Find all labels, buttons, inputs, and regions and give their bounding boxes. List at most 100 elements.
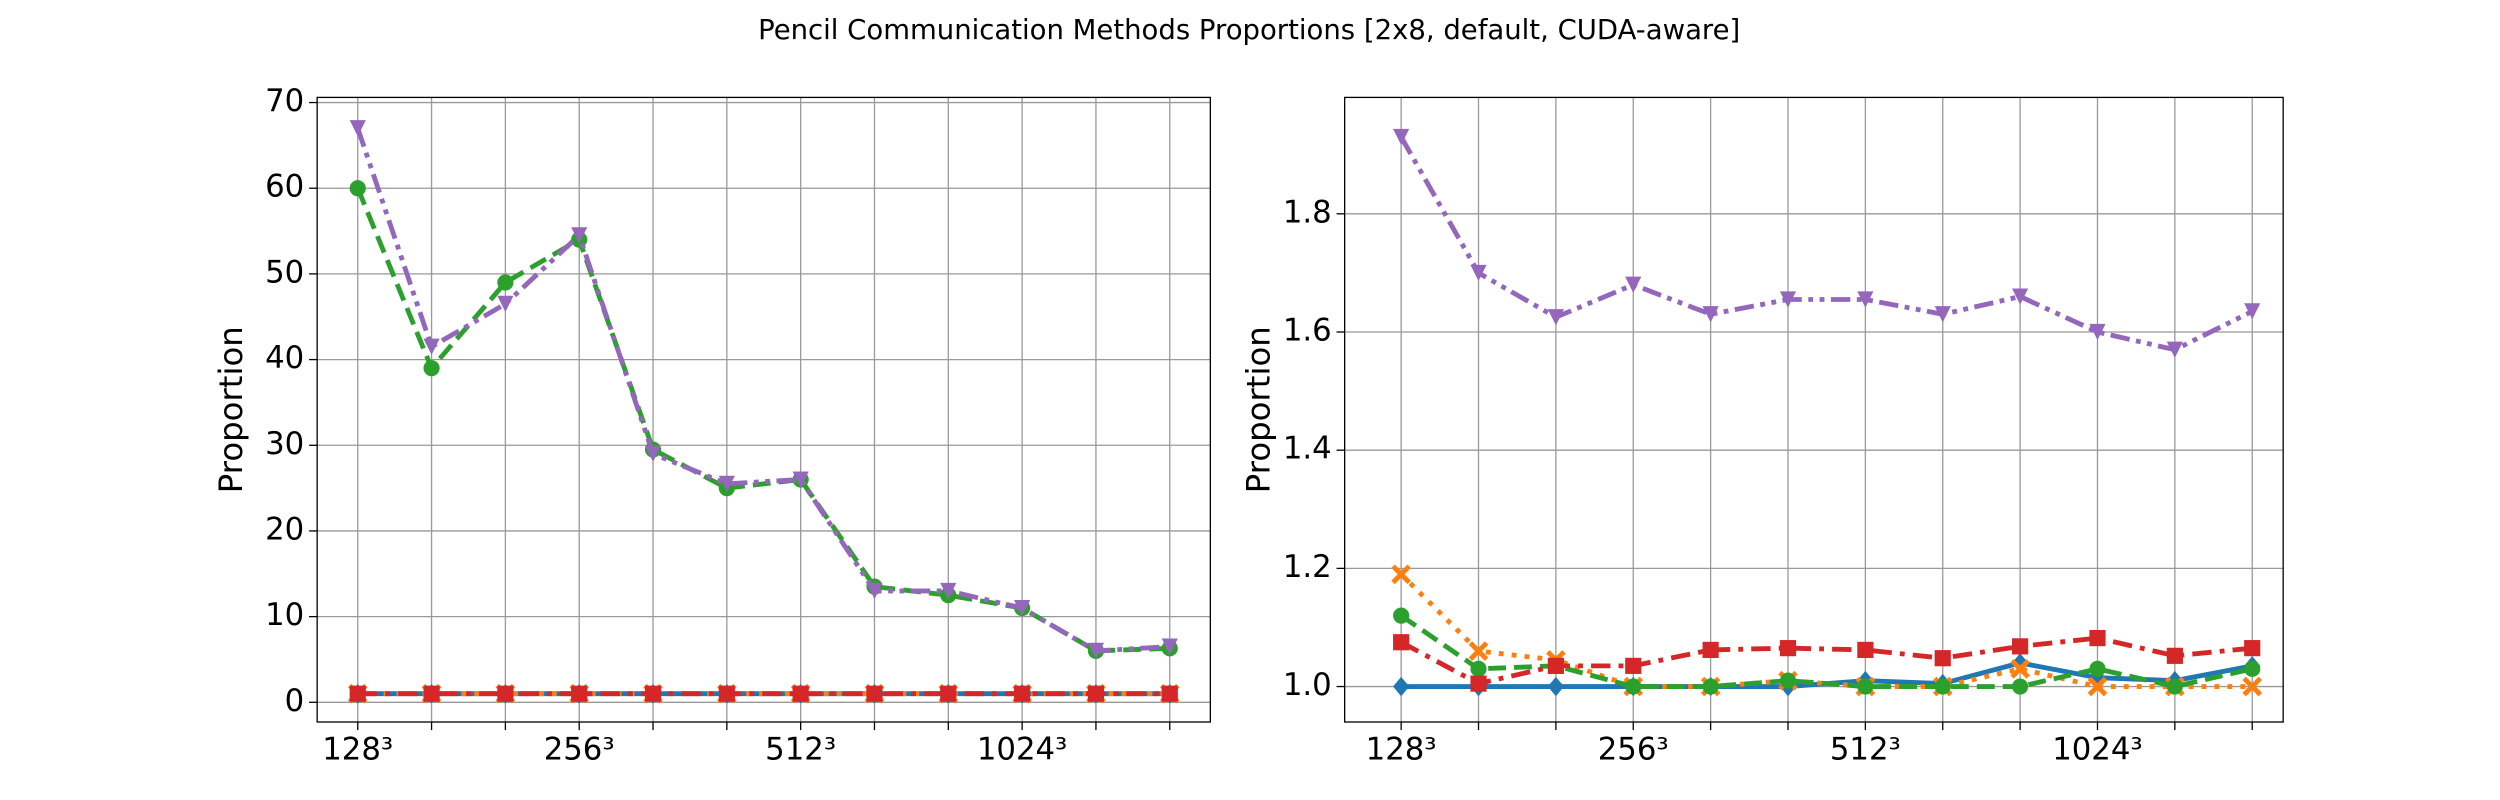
y-tick-label: 40 — [265, 340, 304, 376]
marker — [2010, 659, 2030, 679]
marker — [1391, 564, 1411, 585]
marker — [1468, 641, 1489, 661]
marker — [497, 295, 514, 312]
y-axis-label: Proportion — [212, 326, 250, 493]
marker — [1934, 678, 1951, 695]
series-line — [355, 127, 1170, 654]
y-tick-label: 0 — [285, 683, 305, 719]
marker — [718, 685, 735, 702]
marker — [571, 227, 588, 244]
marker — [1087, 642, 1105, 659]
marker — [1547, 309, 1564, 326]
x-tick-label: 512³ — [1830, 732, 1901, 768]
y-tick-label: 10 — [265, 597, 304, 633]
plot-area — [317, 97, 1211, 723]
marker — [1702, 678, 1719, 695]
marker — [1857, 641, 1874, 659]
marker — [1087, 685, 1105, 702]
marker — [1625, 657, 1642, 674]
y-tick-label: 60 — [265, 169, 304, 205]
y-tick-label: 30 — [265, 426, 304, 462]
x-tick-label: 1024³ — [977, 732, 1068, 768]
marker — [1393, 128, 1410, 146]
marker — [423, 338, 440, 355]
marker — [1779, 640, 1797, 657]
y-tick-label: 1.8 — [1283, 194, 1332, 230]
x-tick-label: 256³ — [1598, 732, 1669, 768]
marker — [2012, 288, 2029, 305]
marker — [1161, 685, 1178, 702]
marker — [349, 120, 366, 137]
marker — [1161, 638, 1178, 655]
y-axis-label: Proportion — [1240, 326, 1278, 493]
marker — [1547, 676, 1564, 697]
marker — [571, 685, 588, 702]
marker — [2012, 678, 2029, 695]
marker — [349, 685, 366, 702]
marker — [2089, 660, 2106, 677]
marker — [1393, 676, 1410, 697]
y-tick-label: 1.2 — [1283, 549, 1332, 585]
marker — [1393, 607, 1410, 624]
axes-frame — [1344, 96, 2284, 723]
marker — [1625, 678, 1642, 695]
marker — [1702, 306, 1719, 323]
marker — [423, 360, 440, 377]
marker — [2166, 341, 2183, 358]
marker — [2244, 640, 2261, 657]
marker — [1470, 264, 1487, 282]
marker — [718, 475, 735, 492]
x-tick-label: 512³ — [765, 732, 836, 768]
marker — [940, 685, 957, 702]
marker — [2244, 303, 2261, 320]
x-tick-label: 1024³ — [2052, 732, 2143, 768]
marker — [2242, 676, 2263, 697]
y-tick-label: 20 — [265, 511, 304, 547]
marker — [497, 274, 514, 291]
marker — [1547, 657, 1564, 674]
marker — [2166, 647, 2183, 664]
marker — [1779, 291, 1797, 308]
axes-frame — [316, 96, 1212, 723]
marker — [1702, 641, 1719, 659]
y-tick-label: 50 — [265, 254, 304, 290]
marker — [1934, 306, 1951, 323]
y-tick-label: 1.4 — [1283, 431, 1332, 467]
marker — [2089, 323, 2106, 341]
y-tick-label: 1.0 — [1283, 667, 1332, 703]
marker — [2244, 660, 2261, 677]
marker — [1470, 675, 1487, 692]
marker — [866, 685, 883, 702]
marker — [1934, 650, 1951, 667]
marker — [1014, 685, 1031, 702]
marker — [1625, 276, 1642, 293]
x-tick-label: 128³ — [1366, 732, 1437, 768]
plot-area — [1344, 97, 2284, 723]
marker — [1470, 660, 1487, 677]
marker — [2089, 630, 2106, 647]
y-tick-label: 1.6 — [1283, 313, 1332, 349]
marker — [1857, 291, 1874, 308]
x-tick-label: 256³ — [544, 732, 615, 768]
series-line — [1399, 613, 2253, 690]
marker — [792, 471, 809, 488]
marker — [866, 582, 883, 600]
marker — [2012, 638, 2029, 655]
x-tick-label: 128³ — [322, 732, 393, 768]
marker — [2087, 676, 2108, 697]
marker — [349, 180, 366, 197]
marker — [1857, 678, 1874, 695]
marker — [792, 685, 809, 702]
figure-title: Pencil Communication Methods Proportions… — [758, 14, 1740, 46]
marker — [423, 685, 440, 702]
marker — [644, 685, 662, 702]
marker — [644, 445, 662, 462]
marker — [2166, 678, 2183, 695]
marker — [940, 582, 957, 600]
marker — [497, 685, 514, 702]
y-tick-label: 70 — [265, 83, 304, 119]
marker — [1779, 672, 1797, 689]
marker — [1393, 634, 1410, 651]
